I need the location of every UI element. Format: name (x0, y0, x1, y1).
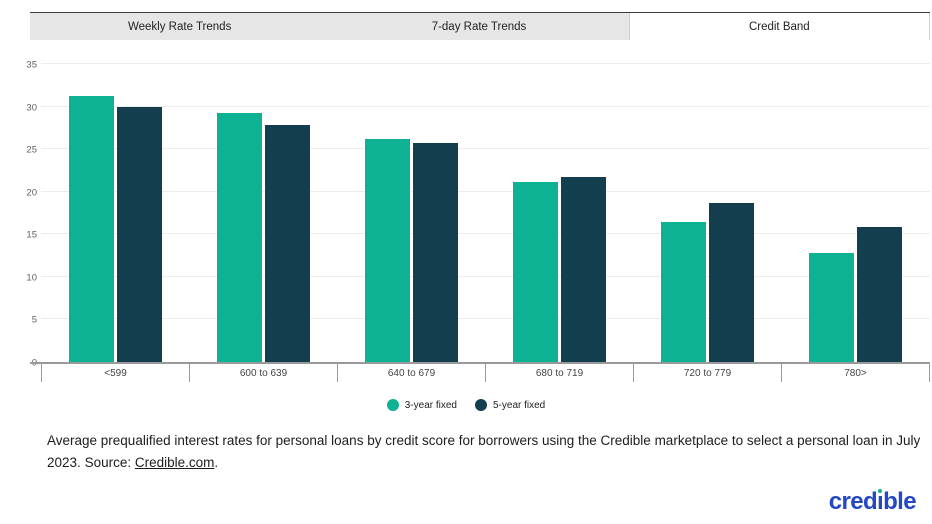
logo-letter-i: ı (877, 488, 884, 516)
legend-label: 3-year fixed (404, 399, 457, 411)
legend-dot-icon (386, 399, 399, 411)
bar-3-year-fixed-1 (216, 112, 262, 362)
caption-text: Average prequalified interest rates for … (47, 433, 921, 470)
tab-7-day-rate-trends[interactable]: 7-day Rate Trends (329, 13, 629, 40)
bar-3-year-fixed-5 (809, 253, 855, 362)
logo-text-part2: ble (883, 488, 916, 515)
tab-bar: Weekly Rate Trends 7-day Rate Trends Cre… (30, 12, 930, 40)
logo-i-stem: ı (877, 488, 884, 515)
chart-caption: Average prequalified interest rates for … (47, 430, 922, 473)
bar-3-year-fixed-3 (513, 181, 559, 362)
y-tick-label-10: 10 (26, 272, 37, 284)
legend-item-5-year-fixed: 5-year fixed (475, 399, 545, 411)
gridline-5 (41, 318, 930, 320)
legend-item-3-year-fixed: 3-year fixed (386, 399, 457, 411)
gridline-10 (41, 275, 930, 277)
x-axis-labels: <599 600 to 639 640 to 679 680 to 719 720 to… (41, 364, 930, 384)
bar-groups (41, 64, 930, 362)
bar-5-year-fixed-2 (412, 143, 458, 362)
y-tick-label-35: 35 (26, 59, 37, 71)
x-axis-label-5: 780> (781, 364, 930, 382)
caption-source-suffix: . (214, 454, 219, 470)
x-axis-label-1: 600 to 639 (189, 364, 337, 382)
y-tick-label-30: 30 (26, 102, 37, 114)
tab-credit-band[interactable]: Credit Band (628, 13, 930, 40)
legend-label: 5-year fixed (493, 399, 546, 411)
bar-5-year-fixed-0 (116, 106, 162, 362)
gridline-15 (41, 233, 930, 235)
logo-text-part1: cred (828, 488, 878, 515)
caption-source-prefix: Source: (84, 454, 135, 470)
bar-chart-plot-area: 05101520253035 (26, 60, 930, 369)
tab-weekly-rate-trends[interactable]: Weekly Rate Trends (30, 13, 330, 40)
legend-dot-icon (475, 399, 487, 411)
gridline-30 (41, 105, 930, 107)
x-axis-label-4: 720 to 779 (633, 364, 781, 382)
x-axis-line (30, 362, 930, 364)
y-tick-label-20: 20 (26, 187, 37, 199)
gridline-25 (41, 148, 930, 150)
bar-group-4 (634, 64, 782, 362)
bar-5-year-fixed-4 (709, 202, 755, 362)
x-axis-label-2: 640 to 679 (337, 364, 485, 382)
logo-i-dot-icon (878, 489, 883, 493)
y-tick-label-25: 25 (26, 144, 37, 156)
bar-group-5 (782, 64, 930, 362)
bar-group-0 (41, 64, 189, 362)
chart-legend: 3-year fixed 5-year fixed (0, 399, 932, 411)
credible-com-link[interactable]: Credible.com (134, 454, 215, 470)
gridline-20 (41, 190, 930, 192)
bar-5-year-fixed-1 (264, 125, 310, 362)
bar-5-year-fixed-5 (857, 226, 903, 362)
bar-3-year-fixed-0 (68, 95, 114, 362)
bar-group-3 (486, 64, 634, 362)
x-axis-label-0: <599 (41, 364, 189, 382)
y-tick-label-5: 5 (31, 314, 37, 326)
credible-logo: credı ble (828, 488, 917, 516)
bar-group-1 (189, 64, 337, 362)
bar-3-year-fixed-4 (661, 222, 707, 362)
bar-5-year-fixed-3 (561, 177, 607, 362)
x-axis-label-3: 680 to 719 (485, 364, 633, 382)
bar-3-year-fixed-2 (364, 138, 410, 362)
bar-group-2 (337, 64, 485, 362)
y-tick-label-15: 15 (26, 229, 37, 241)
gridline-35 (41, 63, 930, 64)
